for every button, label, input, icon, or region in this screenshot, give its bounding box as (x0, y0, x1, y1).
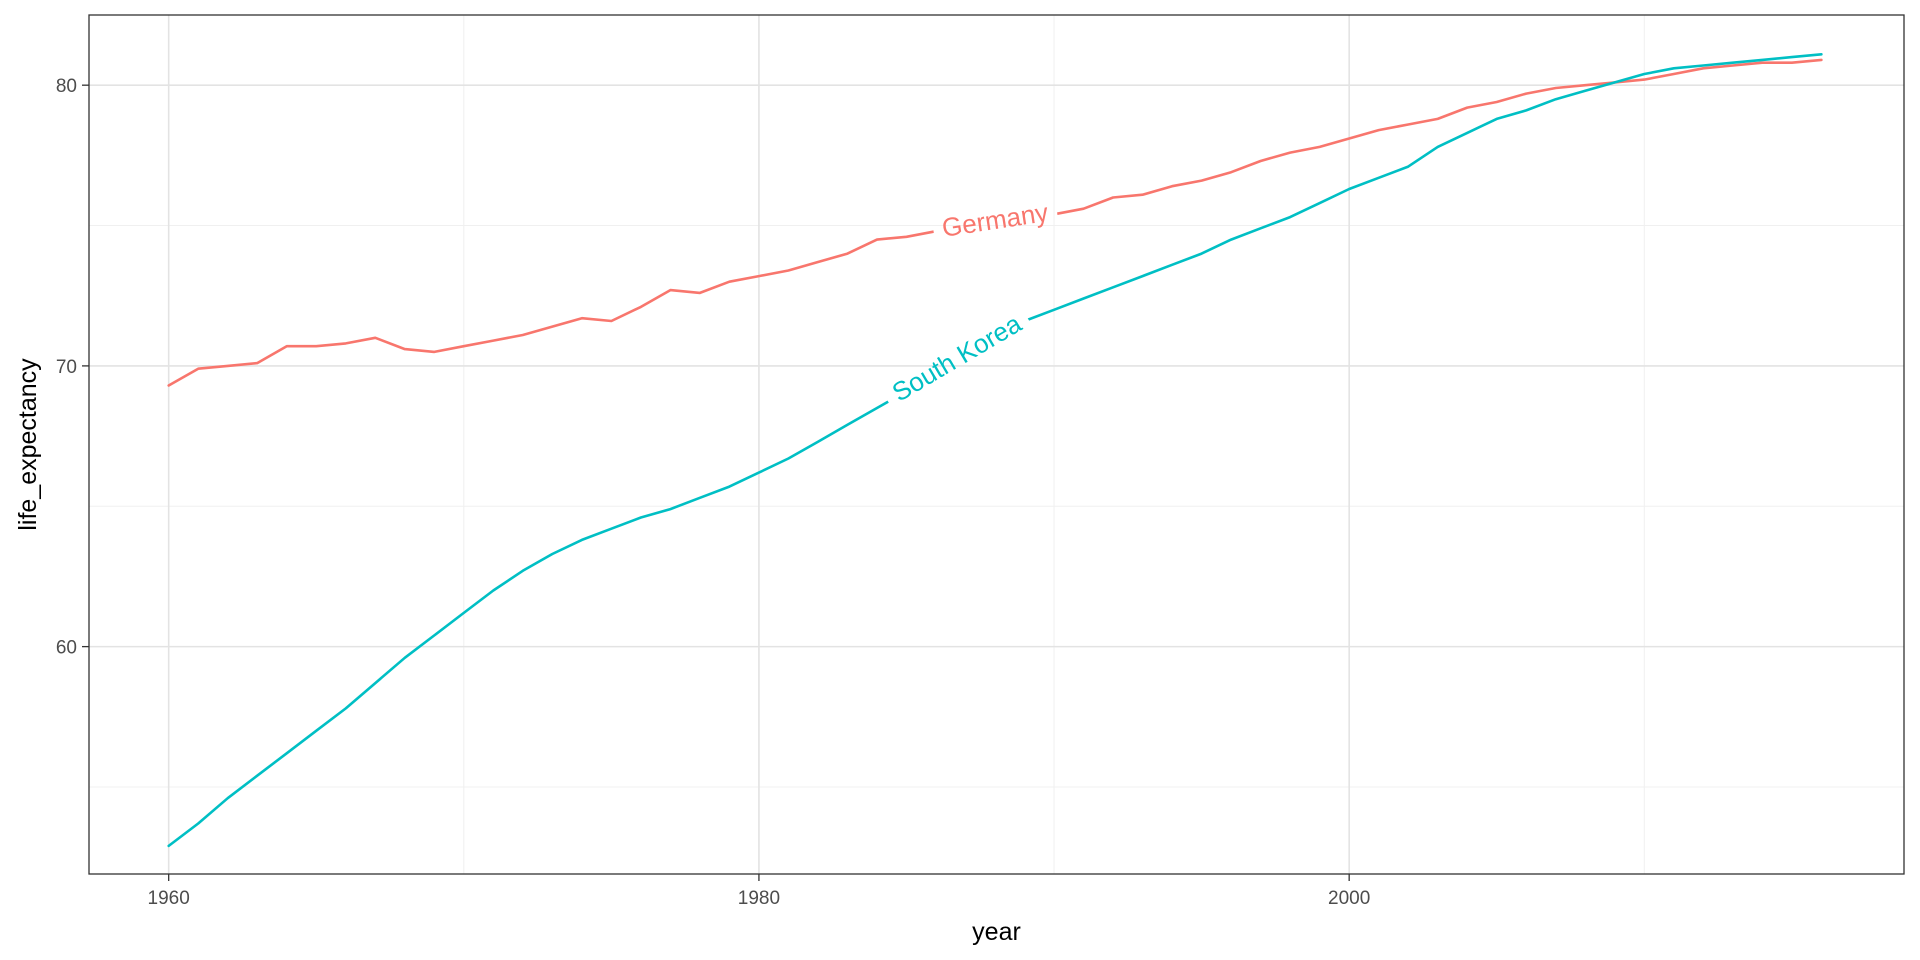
y-tick-label: 60 (56, 638, 77, 659)
series-lines (167, 53, 1823, 848)
panel-border (88, 14, 1905, 875)
series-label-south-korea: South Korea (887, 308, 1027, 408)
y-axis: 60 70 80 (56, 76, 89, 659)
series-labels: Germany South Korea (887, 197, 1050, 407)
y-axis-title: life_expectancy (14, 358, 42, 531)
x-tick-label: 2000 (1328, 888, 1370, 909)
x-tick-label: 1980 (738, 888, 780, 909)
series-line-south-korea (167, 53, 1823, 848)
grid (89, 15, 1904, 874)
series-label-germany: Germany (940, 197, 1050, 243)
series-line-germany (167, 58, 1823, 387)
y-tick-label: 70 (56, 357, 77, 378)
x-axis: 1960 1980 2000 (148, 874, 1370, 909)
x-axis-title: year (972, 918, 1021, 946)
y-tick-label: 80 (56, 76, 77, 97)
x-tick-label: 1960 (148, 888, 190, 909)
